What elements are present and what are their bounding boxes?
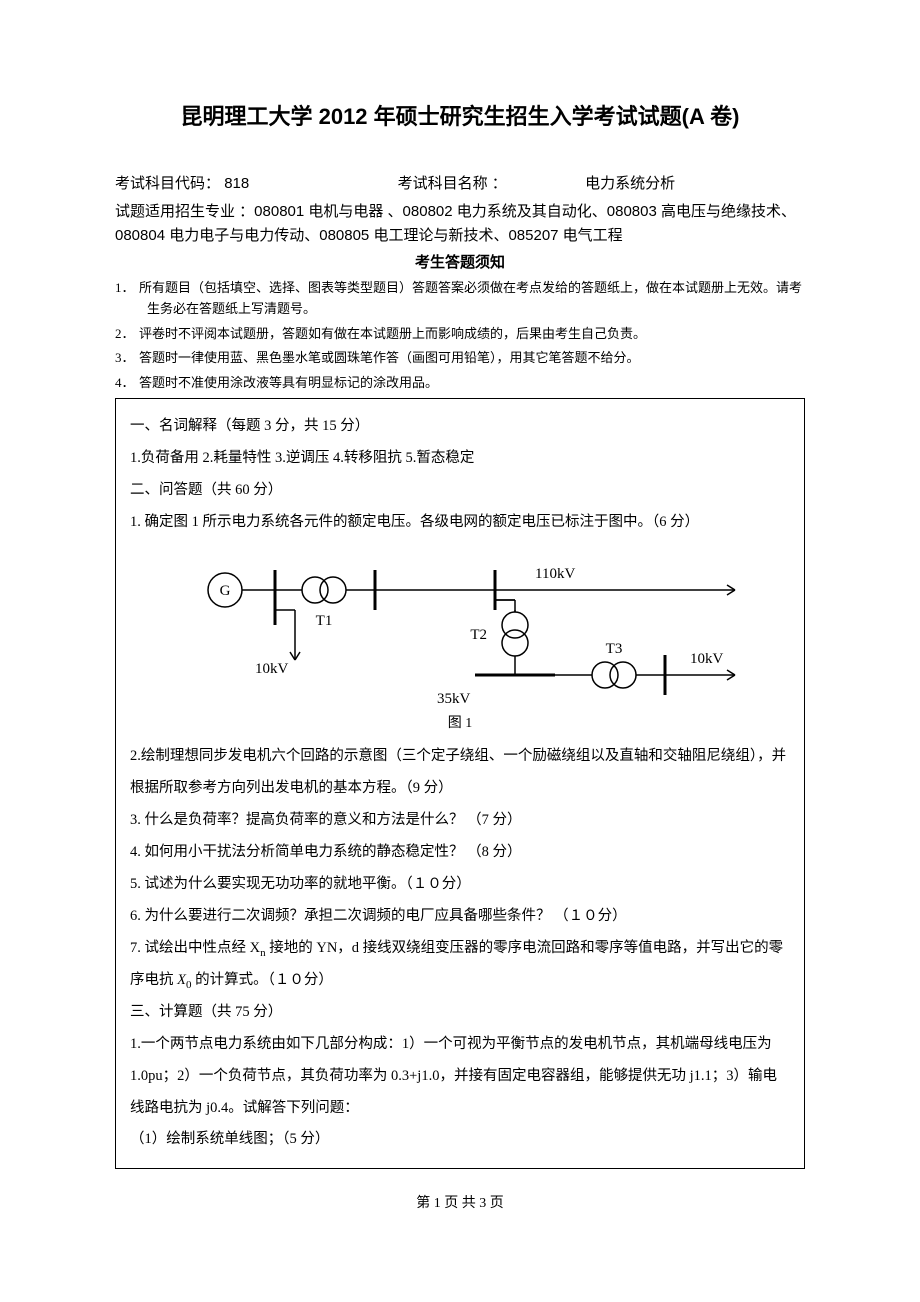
q3-1-1: （1）绘制系统单线图；（5 分） [130,1124,790,1156]
circuit-diagram: G 10kV T1 110kV T2 35kV T3 10kV [165,545,755,713]
svg-text:T2: T2 [470,627,487,643]
page-footer: 第 1 页 共 3 页 [115,1193,805,1214]
notice-item: 2．评卷时不评阅本试题册，答题如有做在本试题册上而影响成绩的，后果由考生自己负责… [115,324,805,345]
section-3-head: 三、计算题（共 75 分） [130,997,790,1029]
svg-text:35kV: 35kV [437,691,471,707]
figure-1: G 10kV T1 110kV T2 35kV T3 10kV 图 1 [130,545,790,740]
notice-text: 所有题目（包括填空、选择、图表等类型题目）答题答案必须做在考点发给的答题纸上，做… [139,280,802,316]
q2-2: 2.绘制理想同步发电机六个回路的示意图（三个定子绕组、一个励磁绕组以及直轴和交轴… [130,741,790,805]
majors-line: 试题适用招生专业 ：080801 电机与电器 、080802 电力系统及其自动化… [115,200,805,248]
major-label: 试题适用招生专业 ： [115,203,254,220]
q3-1: 1.一个两节点电力系统由如下几部分构成：1）一个可视为平衡节点的发电机节点，其机… [130,1029,790,1125]
q2-4: 4. 如何用小干扰法分析简单电力系统的静态稳定性？ （8 分） [130,837,790,869]
figure-1-caption: 图 1 [130,709,790,740]
section-1-head: 一、名词解释（每题 3 分，共 15 分） [130,411,790,443]
svg-text:10kV: 10kV [690,651,724,667]
footer-mid: 页 共 [441,1196,480,1211]
footer-suffix: 页 [486,1196,504,1211]
svg-text:G: G [220,583,231,599]
notice-list: 1．所有题目（包括填空、选择、图表等类型题目）答题答案必须做在考点发给的答题纸上… [115,278,805,394]
notice-text: 答题时不准使用涂改液等具有明显标记的涂改用品。 [139,375,438,390]
exam-content: 一、名词解释（每题 3 分，共 15 分） 1.负荷备用 2.耗量特性 3.逆调… [115,398,805,1169]
code-value: 818 [224,175,249,192]
page-title: 昆明理工大学 2012 年硕士研究生招生入学考试试题(A 卷) [115,100,805,133]
meta-line-1: 考试科目代码： 818 考试科目名称 ： 电力系统分析 [115,173,805,196]
section-1-terms: 1.负荷备用 2.耗量特性 3.逆调压 4.转移阻抗 5.暂态稳定 [130,443,790,475]
section-2-head: 二、问答题（共 60 分） [130,475,790,507]
footer-prefix: 第 [416,1196,434,1211]
q2-7-text-a: 7. 试绘出中性点经 X [130,940,260,956]
q2-7-text-c: 的计算式。（１０分） [191,972,332,988]
notice-item: 3．答题时一律使用蓝、黑色墨水笔或圆珠笔作答（画图可用铅笔），用其它笔答题不给分… [115,348,805,369]
footer-current: 1 [434,1196,441,1211]
notice-title: 考生答题须知 [115,252,805,275]
q2-5: 5. 试述为什么要实现无功功率的就地平衡。（１０分） [130,869,790,901]
notice-text: 评卷时不评阅本试题册，答题如有做在本试题册上而影响成绩的，后果由考生自己负责。 [139,326,646,341]
svg-text:10kV: 10kV [255,661,289,677]
notice-item: 1．所有题目（包括填空、选择、图表等类型题目）答题答案必须做在考点发给的答题纸上… [115,278,805,320]
name-value: 电力系统分析 [585,175,675,192]
var-x: X [177,972,186,988]
code-label: 考试科目代码： [115,175,220,192]
q2-1: 1. 确定图 1 所示电力系统各元件的额定电压。各级电网的额定电压已标注于图中。… [130,507,790,539]
svg-text:T1: T1 [316,613,333,629]
notice-item: 4．答题时不准使用涂改液等具有明显标记的涂改用品。 [115,373,805,394]
svg-text:T3: T3 [606,641,623,657]
name-label: 考试科目名称 ： [398,175,507,192]
q2-7: 7. 试绘出中性点经 Xn 接地的 YN，d 接线双绕组变压器的零序电流回路和零… [130,933,790,997]
svg-text:110kV: 110kV [535,566,575,582]
q2-6: 6. 为什么要进行二次调频？承担二次调频的电厂应具备哪些条件？ （１０分） [130,901,790,933]
notice-text: 答题时一律使用蓝、黑色墨水笔或圆珠笔作答（画图可用铅笔），用其它笔答题不给分。 [139,350,640,365]
q2-3: 3. 什么是负荷率？提高负荷率的意义和方法是什么？ （7 分） [130,805,790,837]
